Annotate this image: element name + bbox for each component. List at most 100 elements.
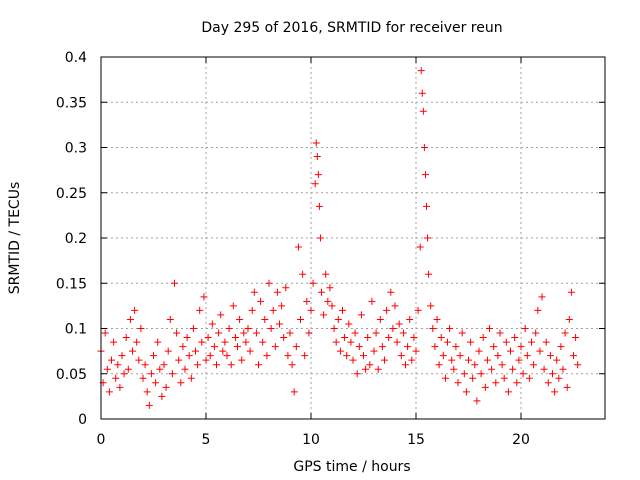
data-point <box>374 365 382 373</box>
data-point <box>147 370 155 378</box>
data-point <box>452 343 460 351</box>
data-point <box>171 279 178 287</box>
data-point <box>544 379 552 387</box>
data-point <box>114 361 122 369</box>
data-point <box>372 329 380 337</box>
data-point <box>198 338 206 346</box>
data-point <box>456 352 464 360</box>
data-point <box>131 306 139 314</box>
data-point <box>314 171 322 179</box>
data-point <box>133 338 141 346</box>
data-point <box>202 356 210 364</box>
data-point <box>496 329 504 337</box>
data-point <box>160 361 168 369</box>
data-point <box>481 383 489 391</box>
data-point <box>393 338 401 346</box>
data-point <box>469 374 477 382</box>
data-point <box>240 329 248 337</box>
data-point <box>444 338 451 346</box>
data-point <box>421 171 429 179</box>
data-point <box>416 243 424 251</box>
y-tick-label: 0.3 <box>65 141 87 157</box>
data-point <box>204 334 212 342</box>
data-point <box>574 361 582 369</box>
data-point <box>431 343 439 351</box>
data-point <box>194 361 202 369</box>
data-point <box>255 361 262 369</box>
data-point <box>328 302 336 310</box>
data-point <box>471 361 479 369</box>
data-point <box>271 343 279 351</box>
data-point <box>200 293 208 301</box>
data-point <box>561 329 569 337</box>
data-point <box>475 347 483 355</box>
data-point <box>320 311 328 319</box>
grid-lines <box>101 57 605 419</box>
data-point <box>141 361 149 369</box>
data-point <box>528 338 535 346</box>
data-point <box>402 361 409 369</box>
data-point <box>523 352 531 360</box>
x-tick-label: 5 <box>202 432 211 448</box>
data-point <box>563 383 571 391</box>
data-point <box>387 288 395 296</box>
data-point <box>572 334 580 342</box>
data-point <box>152 379 160 387</box>
data-point <box>406 315 414 323</box>
data-point <box>423 202 430 210</box>
data-point <box>507 347 514 355</box>
data-point <box>355 343 363 351</box>
data-point <box>385 334 393 342</box>
data-point <box>110 338 118 346</box>
data-point <box>301 352 309 360</box>
data-point <box>437 334 445 342</box>
data-point <box>567 288 575 296</box>
y-axis-label: SRMTID / TECUs <box>7 182 23 295</box>
data-point <box>267 325 275 332</box>
data-point <box>250 288 258 296</box>
data-point <box>187 374 195 382</box>
data-point <box>357 311 365 319</box>
data-point <box>213 361 220 369</box>
data-point <box>280 334 288 342</box>
data-point <box>311 180 319 188</box>
data-point <box>215 329 223 337</box>
data-point <box>536 347 544 355</box>
data-point <box>368 297 376 305</box>
data-point <box>557 343 565 351</box>
data-point <box>234 343 241 351</box>
data-point <box>303 297 311 305</box>
data-point <box>419 107 427 115</box>
data-point <box>376 315 384 323</box>
data-point <box>324 297 332 305</box>
data-point <box>341 334 349 342</box>
data-point <box>124 365 132 373</box>
y-tick-label: 0.05 <box>56 367 87 383</box>
data-point <box>316 234 324 242</box>
data-point <box>129 347 136 355</box>
data-point <box>435 361 443 369</box>
data-point <box>297 315 304 323</box>
y-tick-label: 0.4 <box>65 50 87 66</box>
data-point <box>257 297 265 305</box>
data-point <box>540 365 548 373</box>
data-point <box>336 347 344 355</box>
data-point <box>490 343 498 351</box>
data-point <box>521 325 529 332</box>
data-point <box>467 338 475 346</box>
data-point <box>112 374 120 382</box>
data-point <box>126 315 134 323</box>
data-point <box>378 343 386 351</box>
data-point <box>206 352 214 360</box>
y-tick-label: 0 <box>78 412 87 428</box>
data-point <box>429 325 437 332</box>
data-point <box>370 347 378 355</box>
data-point <box>408 356 416 364</box>
data-point <box>223 352 231 360</box>
data-point <box>486 325 493 332</box>
data-point <box>299 270 307 278</box>
data-point <box>326 284 334 292</box>
data-point <box>242 338 250 346</box>
data-point <box>135 356 143 364</box>
